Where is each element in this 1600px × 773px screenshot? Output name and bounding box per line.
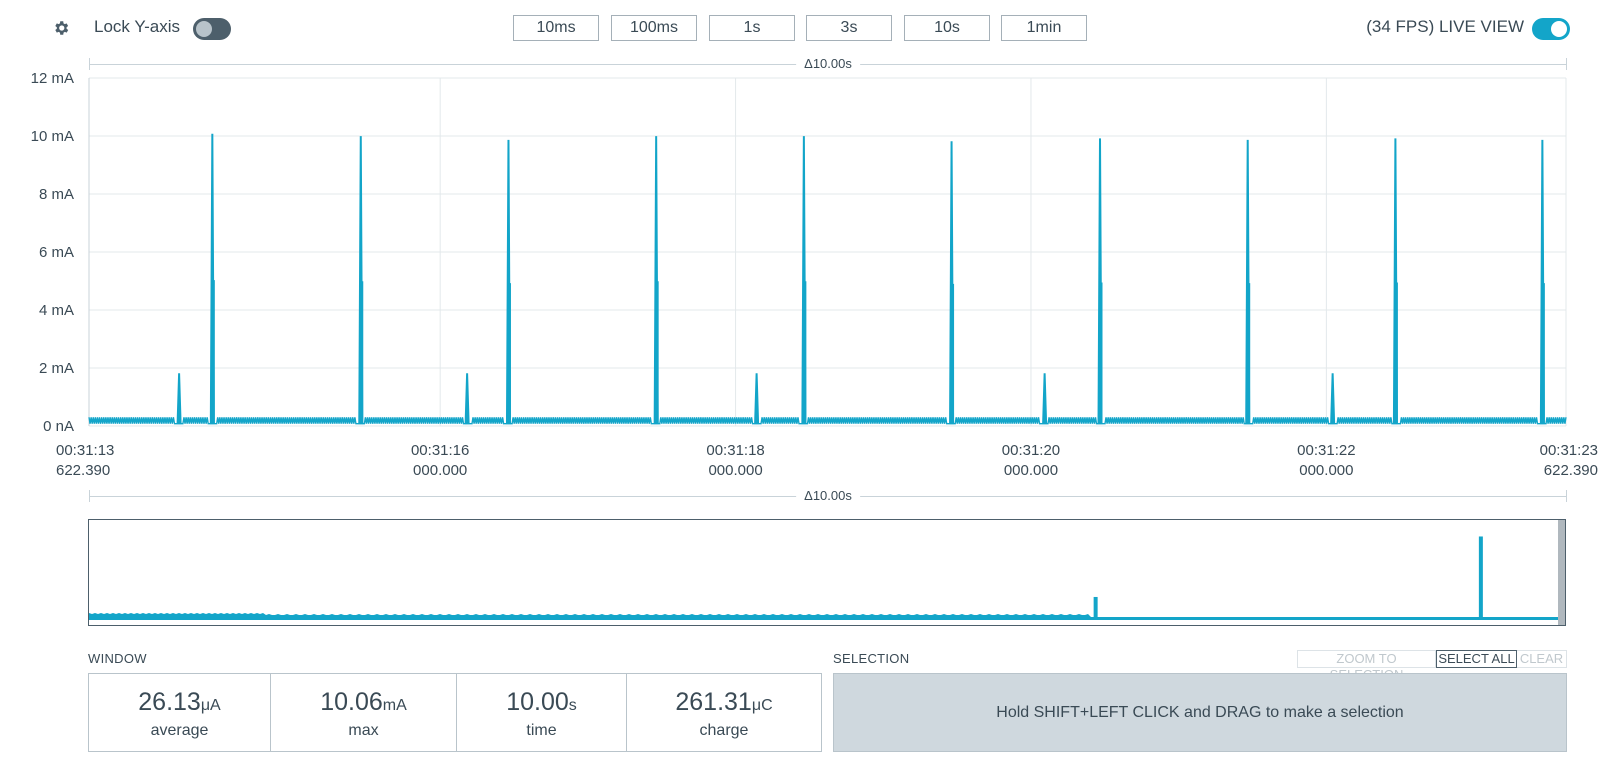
x-tick-time: 00:31:22 bbox=[1297, 442, 1355, 459]
select-all-button[interactable]: SELECT ALL bbox=[1436, 650, 1517, 668]
y-tick-label: 0 nA bbox=[43, 418, 74, 435]
lock-y-axis-label: Lock Y-axis bbox=[94, 17, 180, 36]
current-trace bbox=[88, 417, 1567, 425]
x-tick-ms: 622.390 bbox=[1544, 462, 1598, 479]
range-button-10ms[interactable]: 10ms bbox=[513, 15, 599, 41]
minimap-span-label: Δ10.00s bbox=[796, 488, 860, 503]
y-tick-label: 12 mA bbox=[31, 70, 74, 87]
stat-charge: 261.31μC charge bbox=[627, 674, 821, 751]
clear-button[interactable]: CLEAR bbox=[1517, 650, 1567, 668]
toolbar: Lock Y-axis 10ms 100ms 1s 3s 10s 1min (3… bbox=[0, 0, 1600, 56]
current-peak bbox=[1042, 373, 1048, 425]
zoom-to-selection-button[interactable]: ZOOM TO SELECTION bbox=[1297, 650, 1436, 682]
minimap[interactable] bbox=[88, 519, 1566, 626]
stat-time-unit: s bbox=[568, 697, 577, 714]
live-view-label: (34 FPS) LIVE VIEW bbox=[1366, 17, 1524, 36]
x-tick-time: 00:31:23 bbox=[1540, 442, 1598, 459]
minimap-span-indicator: Δ10.00s bbox=[89, 488, 1567, 503]
range-button-3s[interactable]: 3s bbox=[806, 15, 892, 41]
gear-icon[interactable] bbox=[52, 19, 70, 37]
minimap-spike bbox=[1093, 596, 1098, 620]
stat-max-unit: mA bbox=[382, 697, 407, 714]
stat-average-label: average bbox=[150, 722, 209, 739]
range-button-1s[interactable]: 1s bbox=[709, 15, 795, 41]
stat-average-unit: μA bbox=[200, 697, 221, 714]
x-tick-ms: 000.000 bbox=[1004, 462, 1058, 479]
x-tick-time: 00:31:18 bbox=[706, 442, 764, 459]
minimap-band bbox=[89, 613, 1565, 620]
current-peak bbox=[754, 373, 760, 425]
current-peak bbox=[176, 373, 182, 425]
x-tick-ms: 000.000 bbox=[708, 462, 762, 479]
stat-time: 10.00s time bbox=[457, 674, 627, 751]
x-tick-ms: 622.390 bbox=[56, 462, 110, 479]
current-peak bbox=[464, 373, 470, 425]
current-chart[interactable]: 0 nA 2 mA 4 mA 6 mA 8 mA 10 mA 12 mA 00:31:13 62… bbox=[0, 0, 1600, 490]
window-section-label: WINDOW bbox=[88, 651, 147, 666]
window-span-indicator: Δ10.00s bbox=[89, 56, 1567, 71]
stat-charge-unit: μC bbox=[751, 697, 773, 714]
y-tick-label: 2 mA bbox=[39, 360, 74, 377]
stat-average-value: 26.13 bbox=[138, 688, 201, 716]
stat-max-value: 10.06 bbox=[320, 688, 383, 716]
minimap-trace bbox=[89, 536, 1565, 620]
range-button-10s[interactable]: 10s bbox=[904, 15, 990, 41]
x-tick-time: 00:31:13 bbox=[56, 442, 114, 459]
selection-panel[interactable]: Hold SHIFT+LEFT CLICK and DRAG to make a… bbox=[833, 673, 1567, 752]
minimap-window-handle[interactable] bbox=[1558, 520, 1565, 625]
selection-buttons: ZOOM TO SELECTION SELECT ALL CLEAR bbox=[1297, 650, 1567, 682]
stat-charge-value: 261.31 bbox=[675, 688, 752, 716]
window-stats: 26.13μA average 10.06mA max 10.00s time … bbox=[88, 673, 822, 752]
stat-time-label: time bbox=[526, 722, 557, 739]
y-tick-label: 8 mA bbox=[39, 186, 74, 203]
stat-average: 26.13μA average bbox=[89, 674, 271, 751]
window-span-label: Δ10.00s bbox=[796, 56, 860, 71]
selection-hint: Hold SHIFT+LEFT CLICK and DRAG to make a… bbox=[996, 704, 1404, 721]
live-view-toggle[interactable] bbox=[1532, 18, 1570, 40]
y-tick-label: 10 mA bbox=[31, 128, 74, 145]
y-tick-label: 4 mA bbox=[39, 302, 74, 319]
x-tick-ms: 000.000 bbox=[413, 462, 467, 479]
stat-max: 10.06mA max bbox=[271, 674, 457, 751]
range-button-100ms[interactable]: 100ms bbox=[611, 15, 697, 41]
lock-y-axis-toggle[interactable] bbox=[193, 18, 231, 40]
x-tick-time: 00:31:20 bbox=[1002, 442, 1060, 459]
minimap-spike bbox=[1478, 536, 1483, 620]
stat-charge-label: charge bbox=[699, 722, 749, 739]
current-peak bbox=[1330, 373, 1336, 425]
selection-section-label: SELECTION bbox=[833, 651, 910, 666]
range-button-1min[interactable]: 1min bbox=[1001, 15, 1087, 41]
y-tick-label: 6 mA bbox=[39, 244, 74, 261]
x-tick-time: 00:31:16 bbox=[411, 442, 469, 459]
stat-max-label: max bbox=[348, 722, 379, 739]
stat-time-value: 10.00 bbox=[506, 688, 569, 716]
x-tick-ms: 000.000 bbox=[1299, 462, 1353, 479]
